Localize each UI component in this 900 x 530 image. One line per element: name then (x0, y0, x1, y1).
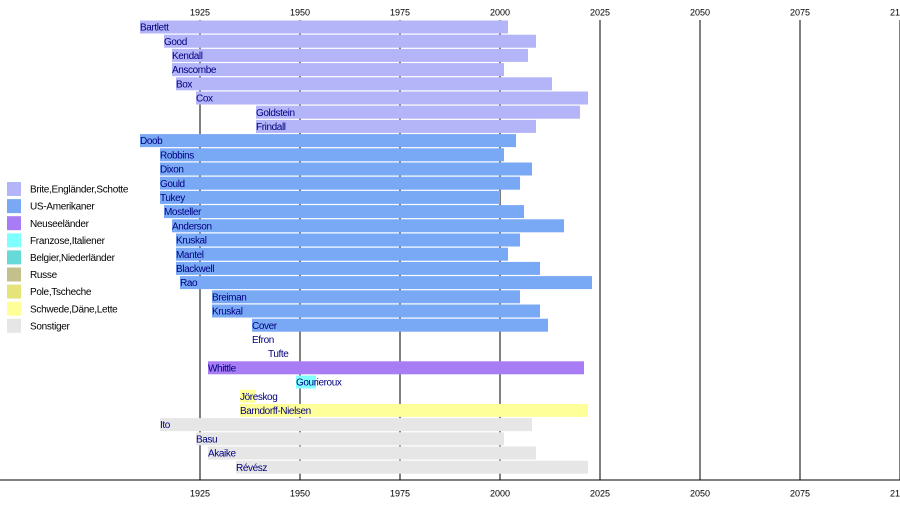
bar-label: Frindall (256, 122, 286, 133)
bar-label: Tukey (160, 193, 185, 204)
bar-label: Robbins (160, 150, 194, 161)
bar (160, 190, 500, 204)
legend-swatch (7, 318, 21, 333)
x-tick-label: 2050 (690, 488, 710, 498)
bar (176, 247, 508, 261)
x-tick-label-top: 2075 (790, 7, 810, 17)
legend-swatch (7, 199, 21, 214)
legend-label: Brite,Engländer,Schotte (30, 185, 129, 196)
bar (256, 105, 580, 119)
bar-label: Kruskal (212, 307, 243, 318)
legend-swatch (7, 182, 21, 196)
x-tick-label: 1925 (190, 488, 210, 498)
bar (212, 290, 520, 304)
x-tick-label-top: 2025 (590, 7, 610, 17)
bar-label: Jöreskog (240, 392, 277, 403)
bar-label: Breiman (212, 292, 246, 303)
bar (176, 77, 552, 91)
bar-label: Box (176, 79, 192, 90)
legend-label: Schwede,Däne,Lette (30, 304, 118, 315)
bar-label: Gould (160, 179, 185, 190)
bar-label: Mosteller (164, 207, 202, 218)
x-tick-label-top: 2000 (490, 7, 510, 17)
bar (164, 34, 536, 48)
bar (172, 219, 564, 233)
bar (296, 375, 316, 389)
x-tick-label-top: 1950 (290, 7, 310, 17)
bar (140, 20, 508, 34)
bar-label: Blackwell (176, 264, 214, 275)
bar-label: Rao (180, 278, 198, 289)
bar-label: Good (164, 37, 187, 48)
bar (176, 261, 540, 275)
bar (252, 318, 548, 332)
bar-label: Goldstein (256, 108, 295, 119)
bar (208, 361, 584, 375)
bar (196, 432, 504, 446)
legend-label: Russe (30, 270, 58, 281)
bar-label: Révész (236, 463, 267, 474)
bar-label: Tufte (268, 349, 289, 360)
bar-label: Kendall (172, 51, 203, 62)
bar (160, 148, 504, 162)
x-tick-label: 2075 (790, 488, 810, 498)
bar-label: Mantel (176, 250, 204, 261)
x-tick-label-top: 2100 (890, 7, 900, 17)
bar (240, 389, 256, 403)
legend-swatch (7, 216, 21, 231)
bar-label: Akaike (208, 449, 236, 460)
x-tick-label-top: 2050 (690, 7, 710, 17)
bar (160, 418, 532, 432)
legend-swatch (7, 284, 21, 299)
bar-label: Whittle (208, 363, 237, 374)
bar (164, 205, 524, 219)
x-tick-label: 2000 (490, 488, 510, 498)
x-tick-label-top: 1975 (390, 7, 410, 17)
legend-label: Belgier,Niederländer (30, 253, 116, 264)
bar-label: Efron (252, 335, 274, 346)
bar (212, 304, 540, 318)
bar-label: Basu (196, 434, 217, 445)
x-tick-label: 2100 (890, 488, 900, 498)
bar-label: Gourieroux (296, 378, 342, 389)
bar-label: Kruskal (176, 236, 207, 247)
bar (160, 162, 532, 176)
bar-label: Ito (160, 420, 171, 431)
x-tick-label: 1950 (290, 488, 310, 498)
bar (172, 48, 528, 62)
x-tick-label: 2025 (590, 488, 610, 498)
legend-swatch (7, 233, 21, 248)
bar (240, 403, 588, 417)
bar-label: Cover (252, 321, 278, 332)
legend-label: Franzose,Italiener (30, 236, 106, 247)
bar (160, 176, 520, 190)
bar-label: Bartlett (140, 23, 169, 34)
bar (208, 446, 536, 460)
bar (172, 63, 504, 77)
bar (180, 276, 592, 290)
bar (256, 119, 536, 133)
legend-label: Sonstiger (30, 321, 71, 332)
x-tick-label-top: 1925 (190, 7, 210, 17)
bar-label: Cox (196, 94, 213, 105)
bar-label: Barndorff-Nielsen (240, 406, 311, 417)
bar-label: Anscombe (172, 65, 217, 76)
bar (140, 134, 516, 148)
bar-label: Anderson (172, 221, 212, 232)
bar-label: Dixon (160, 165, 184, 176)
bar (196, 91, 588, 105)
x-tick-label: 1975 (390, 488, 410, 498)
legend-label: Pole,Tscheche (30, 287, 92, 298)
bar (176, 233, 520, 247)
legend-swatch (7, 267, 21, 282)
legend-swatch (7, 301, 21, 316)
bar-label: Doob (140, 136, 163, 147)
legend-swatch (7, 250, 21, 265)
legend-label: US-Amerikaner (30, 202, 95, 213)
legend-label: Neuseeländer (30, 219, 90, 230)
bar (236, 460, 588, 474)
